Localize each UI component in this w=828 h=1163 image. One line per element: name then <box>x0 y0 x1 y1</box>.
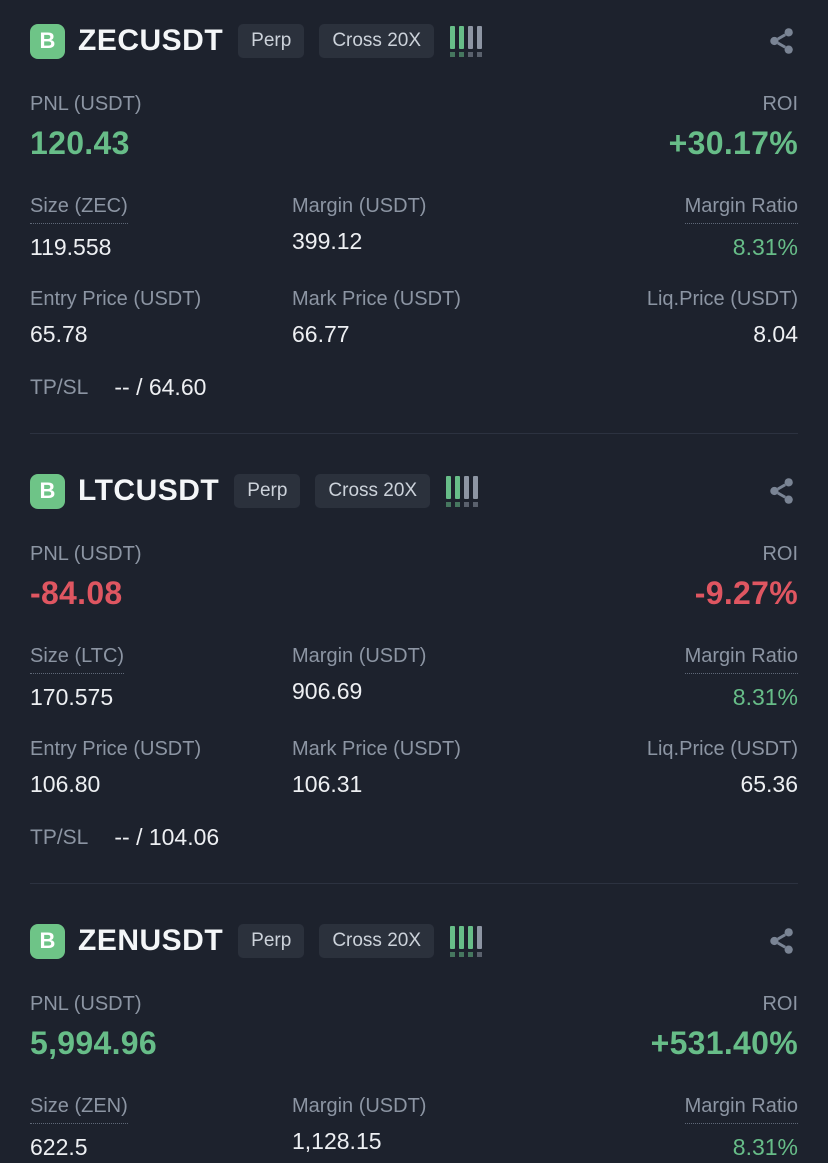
mark-price-value: 106.31 <box>292 771 363 797</box>
pnl-roi-labels: PNL (USDT) ROI <box>30 992 798 1016</box>
margin-label: Margin (USDT) <box>292 1095 427 1117</box>
tpsl-value: -- / 104.06 <box>114 824 220 850</box>
entry-price-label: Entry Price (USDT) <box>30 738 202 760</box>
roi-value: -9.27% <box>694 575 798 611</box>
pnl-roi-values: -84.08 -9.27% <box>30 574 798 612</box>
pnl-roi-values: 5,994.96 +531.40% <box>30 1024 798 1062</box>
perp-badge: Perp <box>234 474 301 508</box>
liq-price-value: 65.36 <box>740 771 798 797</box>
price-row: Entry Price (USDT) 65.78 Mark Price (USD… <box>30 287 798 348</box>
share-icon[interactable] <box>766 25 798 57</box>
leverage-badge[interactable]: Cross 20X <box>315 474 431 508</box>
margin-ratio-value: 8.31% <box>732 684 798 710</box>
pnl-roi-labels: PNL (USDT) ROI <box>30 542 798 566</box>
pnl-label: PNL (USDT) <box>30 993 142 1015</box>
margin-ratio-value: 8.31% <box>732 234 798 260</box>
position-card: B LTCUSDT Perp Cross 20X PNL (USDT) ROI … <box>0 434 828 851</box>
mark-price-value: 66.77 <box>292 321 350 347</box>
position-header: B ZECUSDT Perp Cross 20X <box>30 18 798 64</box>
leverage-badge[interactable]: Cross 20X <box>319 924 435 958</box>
tpsl-row: TP/SL -- / 104.06 <box>30 824 798 851</box>
binance-logo: B <box>30 23 65 59</box>
mark-price-label: Mark Price (USDT) <box>292 288 461 310</box>
card-divider <box>30 883 798 884</box>
pnl-label: PNL (USDT) <box>30 93 142 115</box>
entry-price-label: Entry Price (USDT) <box>30 288 202 310</box>
size-value: 622.5 <box>30 1134 88 1160</box>
position-card: B ZENUSDT Perp Cross 20X PNL (USDT) ROI … <box>0 884 828 1161</box>
roi-label: ROI <box>762 93 798 115</box>
position-tier-bars-icon <box>446 475 479 507</box>
size-label[interactable]: Size (LTC) <box>30 644 125 674</box>
symbol-name: LTCUSDT <box>78 474 220 507</box>
leverage-badge[interactable]: Cross 20X <box>319 24 435 58</box>
pnl-value: 5,994.96 <box>30 1025 157 1061</box>
margin-value: 1,128.15 <box>292 1128 382 1154</box>
margin-ratio-label[interactable]: Margin Ratio <box>684 194 798 224</box>
entry-price-value: 106.80 <box>30 771 101 797</box>
tpsl-value: -- / 64.60 <box>114 374 207 400</box>
perp-badge: Perp <box>238 24 305 58</box>
card-divider <box>30 433 798 434</box>
roi-label: ROI <box>762 993 798 1015</box>
pnl-label: PNL (USDT) <box>30 543 142 565</box>
size-margin-row: Size (ZEN) 622.5 Margin (USDT) 1,128.15 … <box>30 1094 798 1161</box>
position-header: B ZENUSDT Perp Cross 20X <box>30 918 798 964</box>
binance-logo: B <box>30 473 65 509</box>
roi-label: ROI <box>762 543 798 565</box>
margin-label: Margin (USDT) <box>292 645 427 667</box>
margin-value: 399.12 <box>292 228 363 254</box>
roi-value: +531.40% <box>650 1025 798 1061</box>
symbol-name: ZECUSDT <box>78 24 224 57</box>
price-row: Entry Price (USDT) 106.80 Mark Price (US… <box>30 737 798 798</box>
roi-value: +30.17% <box>668 125 798 161</box>
share-icon[interactable] <box>766 925 798 957</box>
position-tier-bars-icon <box>450 25 483 57</box>
perp-badge: Perp <box>238 924 305 958</box>
size-value: 119.558 <box>30 234 112 260</box>
pnl-value: -84.08 <box>30 575 123 611</box>
margin-value: 906.69 <box>292 678 363 704</box>
size-label[interactable]: Size (ZEC) <box>30 194 128 224</box>
binance-logo: B <box>30 923 65 959</box>
margin-ratio-label[interactable]: Margin Ratio <box>684 644 798 674</box>
entry-price-value: 65.78 <box>30 321 88 347</box>
size-label[interactable]: Size (ZEN) <box>30 1094 128 1124</box>
size-margin-row: Size (LTC) 170.575 Margin (USDT) 906.69 … <box>30 644 798 711</box>
position-header: B LTCUSDT Perp Cross 20X <box>30 468 798 514</box>
liq-price-label: Liq.Price (USDT) <box>646 738 798 760</box>
tpsl-label: TP/SL <box>30 375 89 399</box>
pnl-roi-values: 120.43 +30.17% <box>30 124 798 162</box>
position-tier-bars-icon <box>450 925 483 957</box>
share-icon[interactable] <box>766 475 798 507</box>
size-margin-row: Size (ZEC) 119.558 Margin (USDT) 399.12 … <box>30 194 798 261</box>
pnl-value: 120.43 <box>30 125 130 161</box>
liq-price-label: Liq.Price (USDT) <box>646 288 798 310</box>
tpsl-label: TP/SL <box>30 825 89 849</box>
margin-ratio-value: 8.31% <box>732 1134 798 1160</box>
margin-ratio-label[interactable]: Margin Ratio <box>684 1094 798 1124</box>
pnl-roi-labels: PNL (USDT) ROI <box>30 92 798 116</box>
liq-price-value: 8.04 <box>753 321 798 347</box>
symbol-name: ZENUSDT <box>78 924 224 957</box>
tpsl-row: TP/SL -- / 64.60 <box>30 374 798 401</box>
position-card: B ZECUSDT Perp Cross 20X PNL (USDT) ROI … <box>0 0 828 401</box>
margin-label: Margin (USDT) <box>292 195 427 217</box>
mark-price-label: Mark Price (USDT) <box>292 738 461 760</box>
size-value: 170.575 <box>30 684 114 710</box>
